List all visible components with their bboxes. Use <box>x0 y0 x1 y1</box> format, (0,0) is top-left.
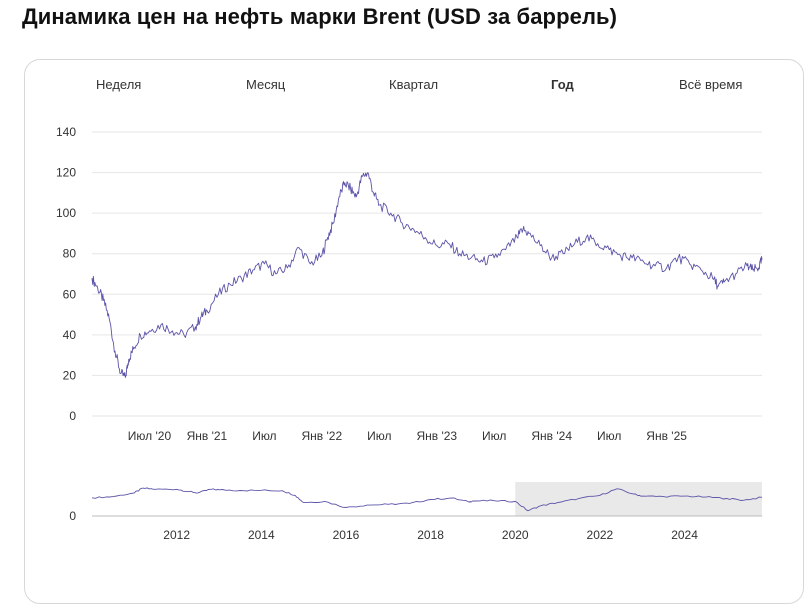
navigator-x-tick-label: 2012 <box>163 528 190 542</box>
y-tick-label: 140 <box>56 125 76 139</box>
x-tick-label: Июл <box>367 429 391 443</box>
range-button-month[interactable]: Месяц <box>246 77 286 92</box>
y-tick-label: 100 <box>56 206 76 220</box>
y-tick-label: 60 <box>63 287 77 301</box>
range-button-week[interactable]: Неделя <box>96 77 142 92</box>
range-button-quarter[interactable]: Квартал <box>389 77 439 92</box>
navigator-x-tick-label: 2024 <box>671 528 698 542</box>
x-tick-label: Июл <box>252 429 276 443</box>
y-tick-label: 40 <box>63 328 77 342</box>
x-tick-label: Янв '23 <box>416 429 457 443</box>
y-tick-label: 0 <box>69 409 76 423</box>
navigator-series-line <box>91 487 763 512</box>
navigator-x-tick-label: 2020 <box>502 528 529 542</box>
navigator-y-tick-label: 0 <box>69 509 76 523</box>
navigator-selection <box>515 482 762 516</box>
price-series-line <box>91 172 763 378</box>
y-tick-label: 80 <box>63 247 77 261</box>
range-button-all[interactable]: Всё время <box>679 77 743 92</box>
y-tick-label: 20 <box>63 368 77 382</box>
x-tick-label: Янв '25 <box>646 429 687 443</box>
x-tick-label: Янв '24 <box>531 429 572 443</box>
navigator-x-tick-label: 2014 <box>248 528 275 542</box>
y-tick-label: 120 <box>56 166 76 180</box>
page-title: Динамика цен на нефть марки Brent (USD з… <box>22 4 618 29</box>
navigator-x-tick-label: 2022 <box>587 528 614 542</box>
x-tick-label: Янв '22 <box>302 429 343 443</box>
navigator-x-tick-label: 2016 <box>333 528 360 542</box>
navigator-x-tick-label: 2018 <box>417 528 444 542</box>
x-tick-label: Июл <box>482 429 506 443</box>
x-tick-label: Янв '21 <box>187 429 228 443</box>
x-tick-label: Июл '20 <box>128 429 172 443</box>
range-button-year[interactable]: Год <box>551 77 574 92</box>
x-tick-label: Июл <box>597 429 621 443</box>
